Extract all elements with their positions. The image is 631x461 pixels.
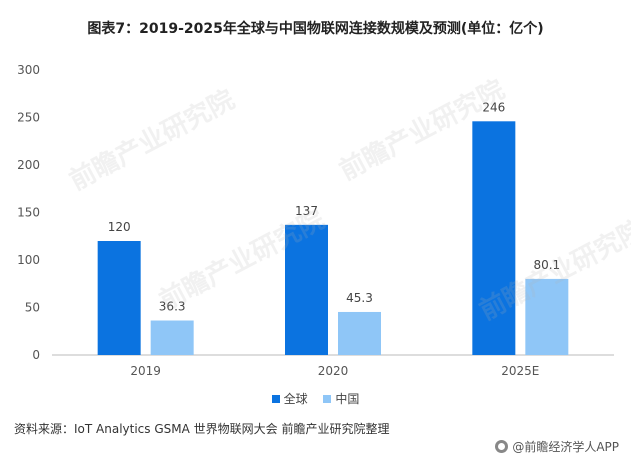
data-label: 137	[295, 204, 318, 218]
y-tick-label: 50	[25, 301, 40, 315]
bar-2020-1	[338, 311, 381, 355]
bar-2019-0	[97, 241, 141, 355]
y-tick-label: 250	[17, 111, 40, 125]
data-label: 120	[108, 220, 131, 234]
bar-2019-1	[150, 320, 194, 355]
chart-title: 图表7：2019-2025年全球与中国物联网连接数规模及预测(单位：亿个)	[87, 21, 544, 37]
footer-brand: @前瞻经济学人APP	[495, 438, 619, 455]
data-label: 246	[482, 100, 505, 114]
y-tick-label: 100	[17, 253, 40, 267]
y-tick-label: 0	[32, 348, 40, 362]
source-note: 资料来源：IoT Analytics GSMA 世界物联网大会 前瞻产业研究院整…	[14, 422, 390, 436]
bar-2020-0	[285, 224, 328, 355]
y-tick-label: 300	[17, 63, 40, 77]
bar-2025E-1	[525, 278, 569, 355]
chart-legend: 全球 中国	[0, 390, 631, 407]
legend-label-global: 全球	[283, 392, 308, 406]
x-tick-label: 2020	[318, 364, 349, 378]
y-tick-label: 200	[17, 158, 40, 172]
qianzhan-logo-icon	[495, 440, 509, 453]
x-tick-label: 2019	[130, 364, 161, 378]
legend-swatch-global	[271, 394, 280, 403]
data-label: 80.1	[533, 258, 560, 272]
data-label: 36.3	[159, 300, 186, 314]
legend-label-china: 中国	[335, 392, 360, 406]
legend-item-china: 中国	[323, 390, 359, 407]
x-tick-label: 2025E	[501, 364, 539, 378]
y-tick-label: 150	[17, 206, 40, 220]
brand-text: @前瞻经济学人APP	[512, 440, 619, 454]
legend-swatch-china	[323, 394, 332, 403]
legend-item-global: 全球	[271, 390, 308, 407]
bar-2025E-0	[472, 121, 516, 355]
data-label: 45.3	[346, 291, 373, 305]
